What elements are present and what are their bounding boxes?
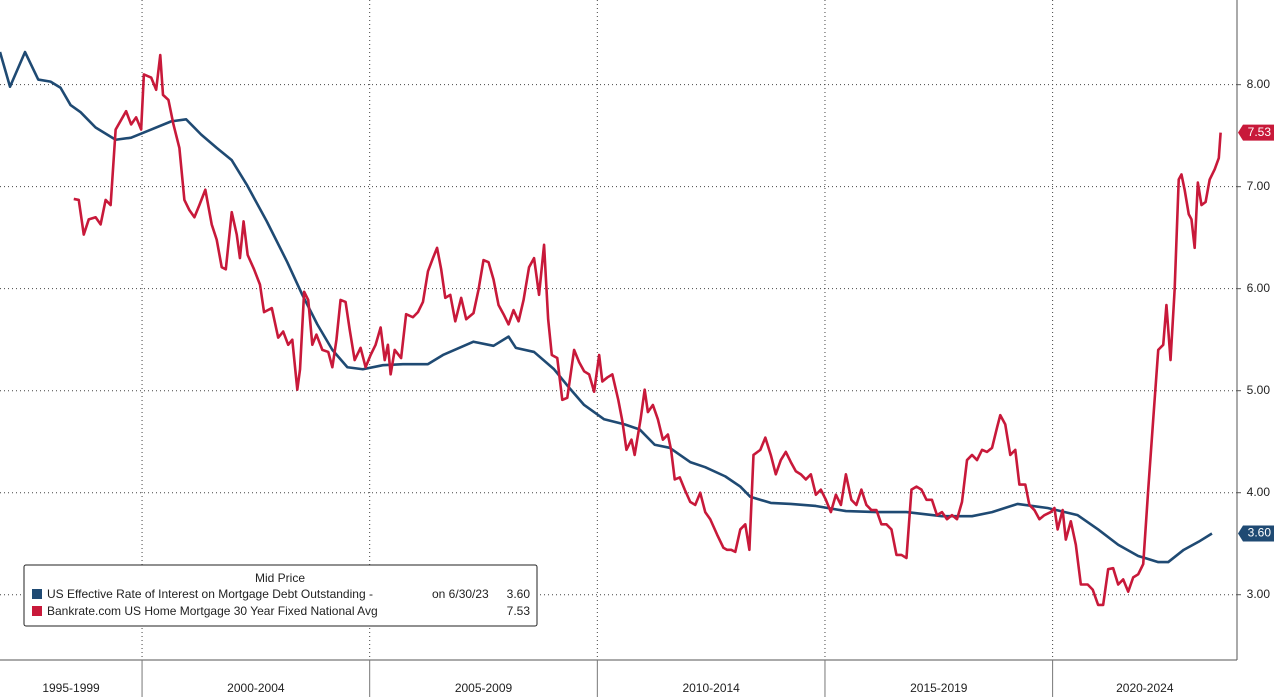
axes: 3.00 4.00 5.00 6.00 7.00 8.00 1995-1999 2000-20… (42, 77, 1274, 697)
y-tick-label: 3.00 (1247, 587, 1271, 601)
lines (0, 50, 1222, 607)
x-tick-label: 2005-2009 (455, 681, 513, 695)
series-line (73, 53, 1222, 607)
x-tick-label: 2020-2024 (1116, 681, 1174, 695)
y-tick-label: 8.00 (1247, 77, 1271, 91)
legend-value: 3.60 (507, 587, 531, 601)
legend: Mid Price US Effective Rate of Interest … (23, 564, 538, 627)
x-tick-label: 2010-2014 (682, 681, 740, 695)
x-tick-label: 2015-2019 (910, 681, 968, 695)
y-tick-label: 4.00 (1247, 485, 1271, 499)
x-tick-label: 1995-1999 (42, 681, 100, 695)
legend-swatch (32, 589, 42, 599)
last-value-label: 7.53 (1248, 125, 1272, 139)
series-line (0, 50, 1213, 564)
y-tick-label: 6.00 (1247, 281, 1271, 295)
last-value-label: 3.60 (1248, 526, 1272, 540)
legend-swatch (32, 606, 42, 616)
legend-label: US Effective Rate of Interest on Mortgag… (47, 587, 373, 601)
legend-note: on 6/30/23 (432, 587, 489, 601)
legend-box (23, 564, 538, 627)
legend-title: Mid Price (255, 571, 305, 585)
last-value-tag (1238, 124, 1274, 141)
last-value-tag (1238, 525, 1274, 542)
legend-value: 7.53 (507, 604, 531, 618)
legend-label: Bankrate.com US Home Mortgage 30 Year Fi… (47, 604, 378, 618)
y-tick-label: 5.00 (1247, 383, 1271, 397)
x-tick-label: 2000-2004 (227, 681, 285, 695)
y-tick-label: 7.00 (1247, 179, 1271, 193)
